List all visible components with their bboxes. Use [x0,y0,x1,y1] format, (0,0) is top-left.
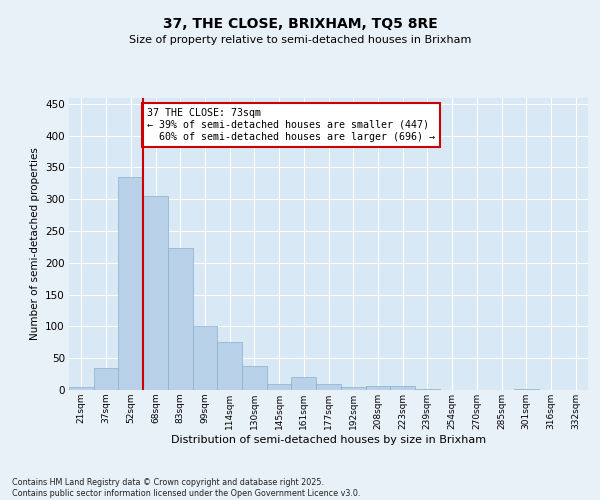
Bar [217,342,242,390]
Text: 37 THE CLOSE: 73sqm
← 39% of semi-detached houses are smaller (447)
  60% of sem: 37 THE CLOSE: 73sqm ← 39% of semi-detach… [147,108,435,142]
Bar [316,384,341,390]
Bar [267,384,292,390]
Text: Contains HM Land Registry data © Crown copyright and database right 2025.
Contai: Contains HM Land Registry data © Crown c… [12,478,361,498]
Bar [118,177,143,390]
Text: Size of property relative to semi-detached houses in Brixham: Size of property relative to semi-detach… [129,35,471,45]
Bar [193,326,217,390]
Bar [390,386,415,390]
Bar [365,386,390,390]
Bar [69,388,94,390]
Bar [242,366,267,390]
Bar [292,378,316,390]
X-axis label: Distribution of semi-detached houses by size in Brixham: Distribution of semi-detached houses by … [171,434,486,444]
Bar [143,196,168,390]
Bar [168,248,193,390]
Bar [341,388,365,390]
Text: 37, THE CLOSE, BRIXHAM, TQ5 8RE: 37, THE CLOSE, BRIXHAM, TQ5 8RE [163,18,437,32]
Y-axis label: Number of semi-detached properties: Number of semi-detached properties [29,148,40,340]
Bar [94,368,118,390]
